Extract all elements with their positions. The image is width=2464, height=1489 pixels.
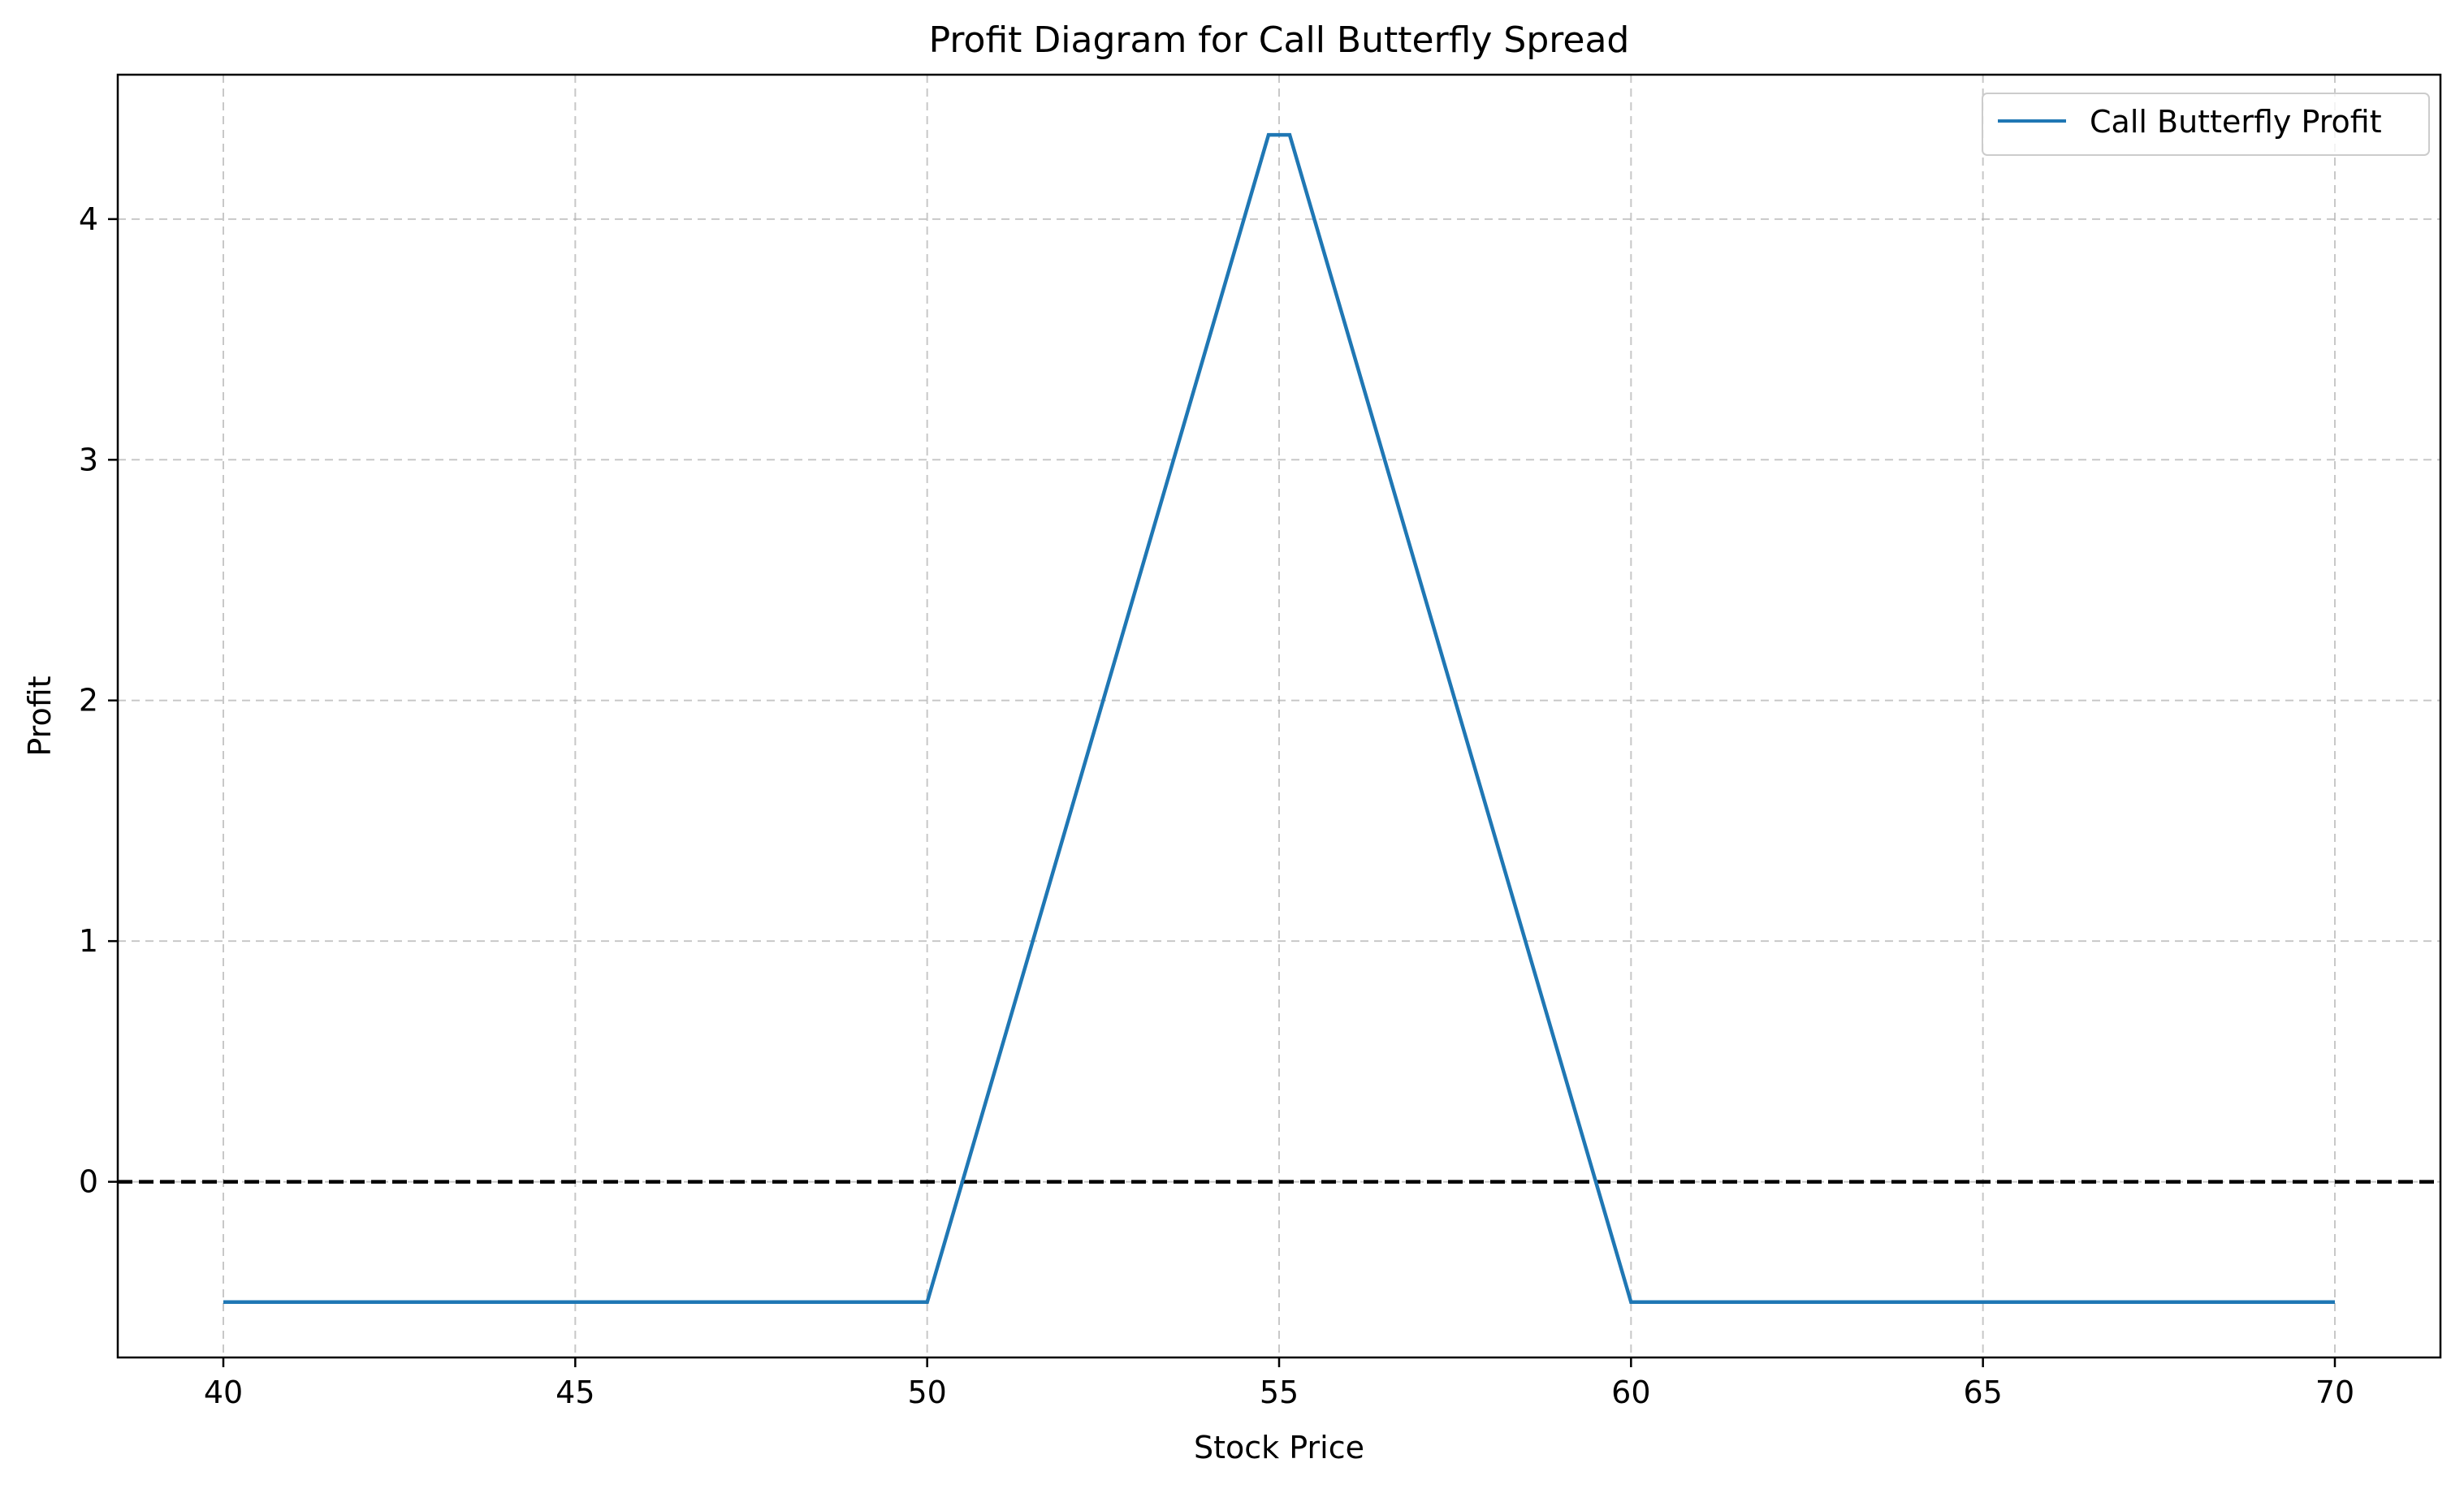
y-tick-label: 2 bbox=[79, 683, 98, 719]
series-line-call-butterfly-profit bbox=[223, 132, 2335, 1305]
y-tick-label: 4 bbox=[79, 201, 98, 237]
chart-title: Profit Diagram for Call Butterfly Spread bbox=[929, 19, 1630, 61]
y-tick-label: 1 bbox=[79, 923, 98, 959]
x-tick-label: 45 bbox=[555, 1375, 594, 1410]
x-tick-label: 60 bbox=[1611, 1375, 1650, 1410]
x-tick-label: 65 bbox=[1963, 1375, 2002, 1410]
legend-label: Call Butterfly Profit bbox=[2090, 104, 2382, 140]
y-tick-label: 3 bbox=[79, 442, 98, 477]
y-axis-label: Profit bbox=[22, 675, 58, 756]
x-tick-label: 40 bbox=[204, 1375, 243, 1410]
y-tick-label: 0 bbox=[79, 1164, 98, 1200]
legend-box bbox=[1982, 93, 2430, 156]
series-layer bbox=[223, 132, 2335, 1305]
x-tick-label: 55 bbox=[1260, 1375, 1299, 1410]
x-tick-label: 70 bbox=[2315, 1375, 2354, 1410]
legend: Call Butterfly Profit bbox=[1982, 93, 2430, 156]
grid bbox=[118, 75, 2440, 1357]
axis-ticks: 40 45 50 55 60 65 70 0 1 2 3 4 bbox=[79, 201, 2354, 1410]
x-axis-label: Stock Price bbox=[1194, 1430, 1364, 1465]
x-tick-label: 50 bbox=[907, 1375, 946, 1410]
